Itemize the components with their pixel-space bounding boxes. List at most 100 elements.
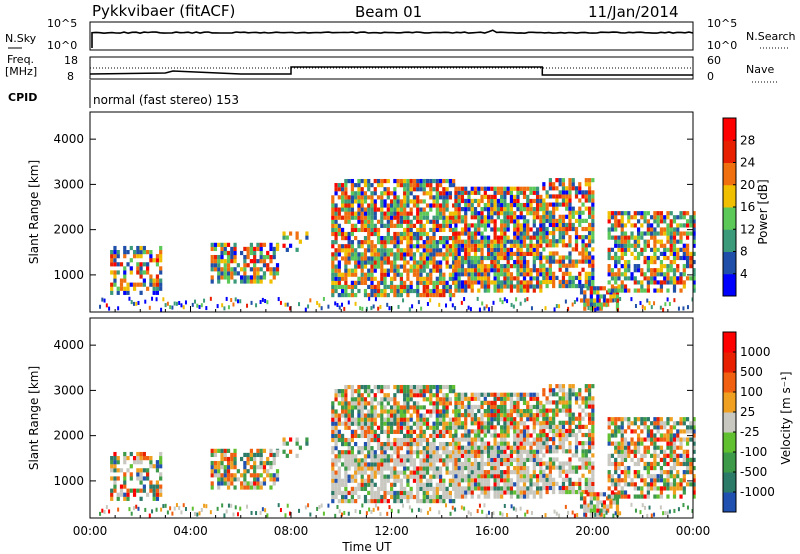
velocity-cell (633, 445, 637, 450)
power-cell (367, 187, 371, 192)
velocity-cell (350, 458, 354, 463)
velocity-cell (581, 396, 585, 401)
power-cell (509, 280, 514, 285)
velocity-cell (347, 474, 351, 479)
power-cell (679, 235, 683, 240)
velocity-cell (334, 421, 338, 426)
velocity-cell (516, 474, 520, 479)
velocity-cell (383, 482, 387, 487)
power-cell (496, 272, 500, 277)
power-cell (357, 276, 361, 281)
velocity-cell (646, 474, 650, 479)
velocity-cell (500, 400, 504, 406)
velocity-cell (337, 458, 341, 463)
power-cell (568, 259, 572, 264)
velocity-cell (340, 389, 345, 394)
power-cell (574, 218, 579, 223)
velocity-cell (337, 433, 341, 439)
velocity-cell (623, 470, 628, 475)
power-cell (685, 251, 690, 257)
velocity-cell (516, 482, 520, 487)
velocity-cell (623, 453, 628, 458)
power-cell (196, 303, 199, 308)
velocity-cell (412, 441, 417, 447)
velocity-cell (448, 458, 452, 463)
power-cell (419, 199, 423, 204)
velocity-cell (623, 457, 628, 463)
power-cell (432, 288, 436, 294)
power-cell (380, 199, 384, 204)
velocity-cell (399, 437, 403, 443)
velocity-cell (636, 449, 641, 454)
power-cell (669, 280, 673, 285)
power-cell (350, 231, 354, 237)
velocity-cell (344, 474, 348, 479)
power-cell (669, 239, 673, 244)
velocity-cell (419, 421, 423, 426)
velocity-cell (370, 433, 374, 439)
velocity-cell (155, 464, 160, 469)
velocity-cell (383, 397, 387, 402)
velocity-cell (246, 481, 250, 486)
power-cell (617, 219, 621, 224)
velocity-cell (669, 417, 673, 422)
power-cell (370, 203, 374, 208)
power-cell (298, 302, 301, 307)
velocity-cell (239, 473, 244, 478)
power-cell (477, 198, 481, 204)
power-cell (429, 195, 433, 200)
velocity-cell (627, 421, 631, 426)
power-cell (425, 256, 430, 261)
velocity-cell (454, 429, 458, 434)
power-cell (526, 264, 530, 269)
velocity-cell (334, 474, 338, 479)
power-cell (152, 282, 156, 287)
power-cell (449, 297, 452, 302)
velocity-cell (376, 470, 381, 475)
power-cell (331, 256, 335, 261)
power-cell (374, 297, 377, 302)
velocity-cell (503, 461, 507, 467)
power-cell (477, 219, 481, 224)
power-cell (493, 264, 497, 269)
power-cell (470, 239, 474, 244)
velocity-cell (442, 413, 446, 418)
power-cell (519, 231, 523, 236)
power-cell (555, 198, 559, 203)
power-cell (620, 235, 624, 240)
velocity-cell (561, 445, 566, 450)
power-cell (535, 215, 540, 220)
velocity-cell (584, 485, 588, 491)
velocity-cell (243, 473, 247, 478)
velocity-cell (591, 384, 595, 389)
power-cell (367, 272, 371, 277)
power-cell (438, 302, 441, 307)
power-cell (513, 223, 517, 228)
power-cell (403, 199, 407, 204)
velocity-cell (344, 466, 348, 471)
power-cell (393, 215, 397, 220)
velocity-cell (509, 413, 514, 418)
velocity-cell (363, 482, 368, 487)
power-cell (344, 268, 348, 273)
velocity-cell (574, 453, 579, 458)
velocity-cell (226, 481, 231, 486)
velocity-cell (331, 470, 335, 475)
velocity-cell (516, 449, 520, 454)
velocity-cell (676, 486, 680, 491)
velocity-cell (409, 454, 413, 459)
power-cell (386, 252, 390, 257)
power-cell (205, 306, 208, 311)
velocity-cell (473, 453, 478, 458)
velocity-cell (643, 421, 647, 426)
velocity-cell (558, 445, 562, 450)
power-cell (516, 239, 520, 244)
velocity-cell (630, 482, 634, 487)
power-cell (513, 198, 517, 204)
velocity-cell (581, 473, 585, 478)
power-cell (448, 284, 452, 290)
power-cell (532, 219, 536, 224)
velocity-cell (633, 449, 637, 454)
power-cell (516, 194, 520, 200)
